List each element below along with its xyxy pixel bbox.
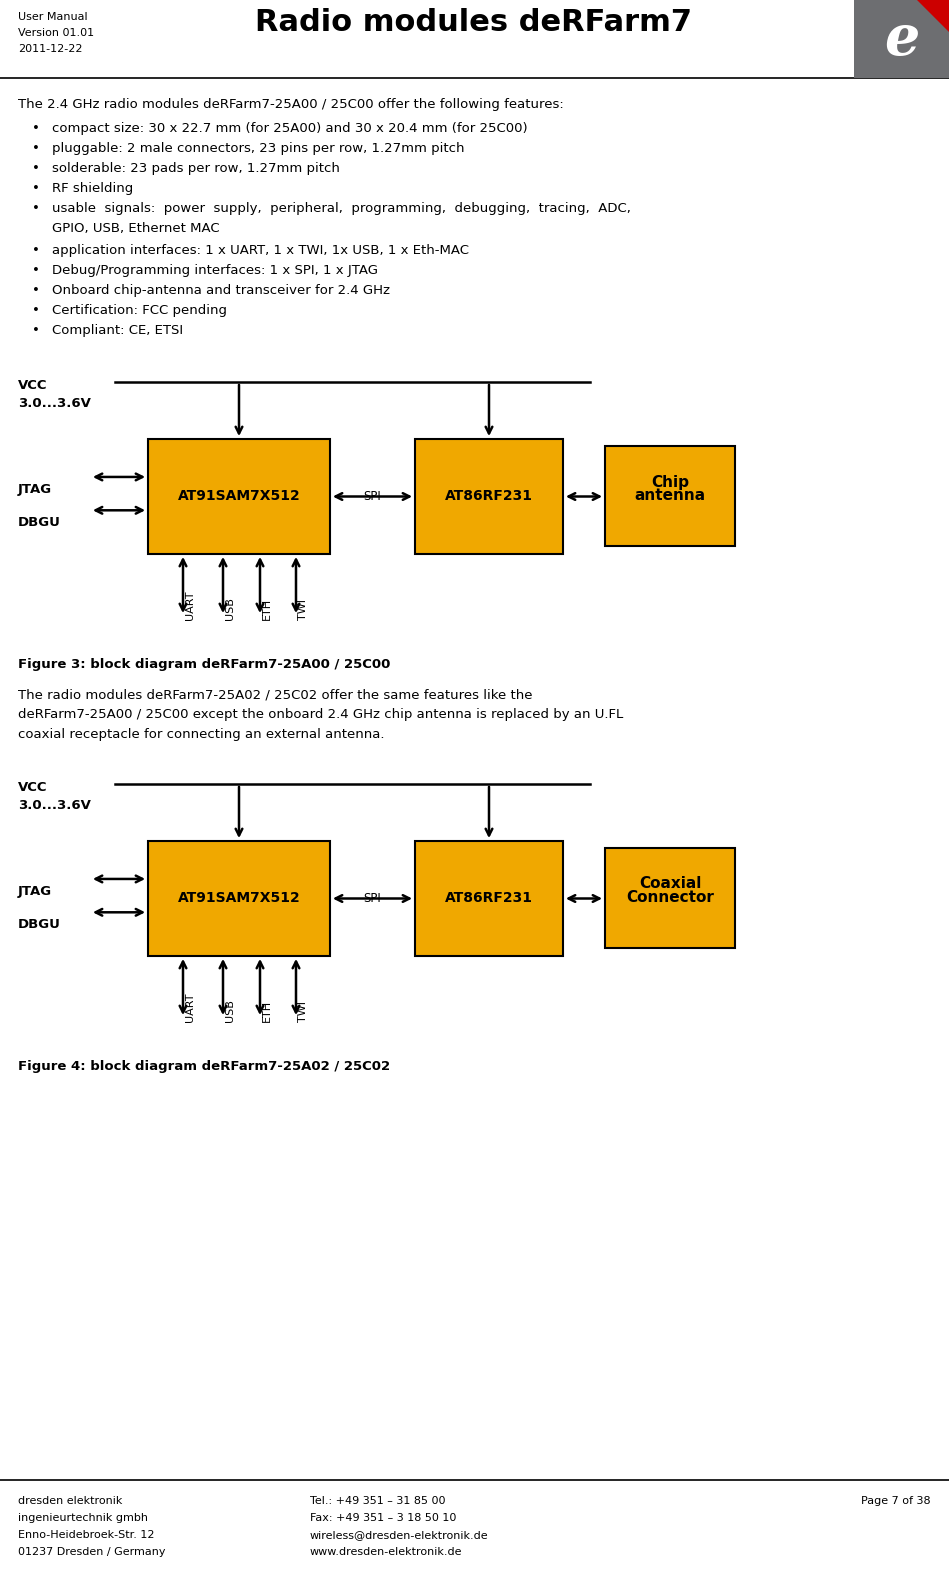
Text: Figure 4: block diagram deRFarm7-25A02 / 25C02: Figure 4: block diagram deRFarm7-25A02 /… (18, 1059, 390, 1073)
Text: USB: USB (225, 598, 235, 620)
Text: 3.0...3.6V: 3.0...3.6V (18, 798, 91, 813)
Text: ETH: ETH (262, 598, 272, 620)
Text: ingenieurtechnik gmbh: ingenieurtechnik gmbh (18, 1513, 148, 1523)
Text: •: • (32, 142, 40, 155)
Text: •: • (32, 182, 40, 194)
Text: deRFarm7-25A00 / 25C00 except the onboard 2.4 GHz chip antenna is replaced by an: deRFarm7-25A00 / 25C00 except the onboar… (18, 708, 623, 721)
Text: Version 01.01: Version 01.01 (18, 28, 94, 38)
Text: The 2.4 GHz radio modules deRFarm7-25A00 / 25C00 offer the following features:: The 2.4 GHz radio modules deRFarm7-25A00… (18, 98, 564, 111)
Text: coaxial receptacle for connecting an external antenna.: coaxial receptacle for connecting an ext… (18, 727, 384, 741)
Text: Onboard chip-antenna and transceiver for 2.4 GHz: Onboard chip-antenna and transceiver for… (52, 285, 390, 297)
Bar (148, 841, 330, 957)
Text: Compliant: CE, ETSI: Compliant: CE, ETSI (52, 324, 183, 337)
Text: Figure 3: block diagram deRFarm7-25A00 / 25C00: Figure 3: block diagram deRFarm7-25A00 /… (18, 658, 390, 670)
Text: compact size: 30 x 22.7 mm (for 25A00) and 30 x 20.4 mm (for 25C00): compact size: 30 x 22.7 mm (for 25A00) a… (52, 122, 528, 134)
Text: AT91SAM7X512: AT91SAM7X512 (177, 892, 301, 906)
Text: 01237 Dresden / Germany: 01237 Dresden / Germany (18, 1546, 165, 1557)
Text: •: • (32, 304, 40, 318)
Text: pluggable: 2 male connectors, 23 pins per row, 1.27mm pitch: pluggable: 2 male connectors, 23 pins pe… (52, 142, 464, 155)
Text: 2011-12-22: 2011-12-22 (18, 44, 83, 54)
Polygon shape (917, 0, 949, 32)
Text: ETH: ETH (262, 999, 272, 1021)
Text: e: e (884, 11, 920, 66)
Text: Page 7 of 38: Page 7 of 38 (862, 1496, 931, 1507)
Text: solderable: 23 pads per row, 1.27mm pitch: solderable: 23 pads per row, 1.27mm pitc… (52, 161, 340, 175)
Text: application interfaces: 1 x UART, 1 x TWI, 1x USB, 1 x Eth-MAC: application interfaces: 1 x UART, 1 x TW… (52, 243, 469, 258)
Text: JTAG: JTAG (18, 885, 52, 898)
Text: •: • (32, 324, 40, 337)
Text: www.dresden-elektronik.de: www.dresden-elektronik.de (310, 1546, 462, 1557)
Text: User Manual: User Manual (18, 13, 87, 22)
Text: DBGU: DBGU (18, 919, 61, 931)
Text: 3.0...3.6V: 3.0...3.6V (18, 397, 91, 409)
Text: AT86RF231: AT86RF231 (445, 490, 533, 503)
Text: •: • (32, 122, 40, 134)
Text: TWI: TWI (298, 1001, 308, 1021)
Text: usable  signals:  power  supply,  peripheral,  programming,  debugging,  tracing: usable signals: power supply, peripheral… (52, 202, 631, 215)
Bar (605, 847, 735, 949)
Bar (415, 841, 563, 957)
Bar (148, 440, 330, 553)
Text: The radio modules deRFarm7-25A02 / 25C02 offer the same features like the: The radio modules deRFarm7-25A02 / 25C02… (18, 688, 532, 700)
Text: Debug/Programming interfaces: 1 x SPI, 1 x JTAG: Debug/Programming interfaces: 1 x SPI, 1… (52, 264, 378, 277)
Text: Chip: Chip (651, 474, 689, 490)
Text: Enno-Heidebroek-Str. 12: Enno-Heidebroek-Str. 12 (18, 1530, 155, 1540)
Text: AT86RF231: AT86RF231 (445, 892, 533, 906)
Text: GPIO, USB, Ethernet MAC: GPIO, USB, Ethernet MAC (52, 221, 219, 236)
Text: Tel.: +49 351 – 31 85 00: Tel.: +49 351 – 31 85 00 (310, 1496, 445, 1507)
Text: antenna: antenna (635, 489, 705, 503)
Bar (605, 446, 735, 545)
Text: Coaxial: Coaxial (639, 876, 701, 892)
Text: SPI: SPI (363, 490, 381, 503)
Text: VCC: VCC (18, 781, 47, 794)
Text: USB: USB (225, 999, 235, 1021)
Text: Radio modules deRFarm7: Radio modules deRFarm7 (255, 8, 693, 36)
Text: TWI: TWI (298, 599, 308, 620)
Text: •: • (32, 202, 40, 215)
Text: Fax: +49 351 – 3 18 50 10: Fax: +49 351 – 3 18 50 10 (310, 1513, 456, 1523)
Text: Connector: Connector (626, 890, 714, 906)
Text: AT91SAM7X512: AT91SAM7X512 (177, 490, 301, 503)
Text: UART: UART (185, 993, 195, 1021)
Text: •: • (32, 161, 40, 175)
Text: dresden elektronik: dresden elektronik (18, 1496, 122, 1507)
Text: •: • (32, 285, 40, 297)
Text: Certification: FCC pending: Certification: FCC pending (52, 304, 227, 318)
Text: •: • (32, 243, 40, 258)
Bar (854, 0, 949, 77)
Text: UART: UART (185, 590, 195, 620)
Bar (415, 440, 563, 553)
Text: wireless@dresden-elektronik.de: wireless@dresden-elektronik.de (310, 1530, 489, 1540)
Text: JTAG: JTAG (18, 482, 52, 496)
Text: RF shielding: RF shielding (52, 182, 133, 194)
Text: SPI: SPI (363, 893, 381, 906)
Text: •: • (32, 264, 40, 277)
Text: VCC: VCC (18, 379, 47, 392)
Text: DBGU: DBGU (18, 517, 61, 530)
